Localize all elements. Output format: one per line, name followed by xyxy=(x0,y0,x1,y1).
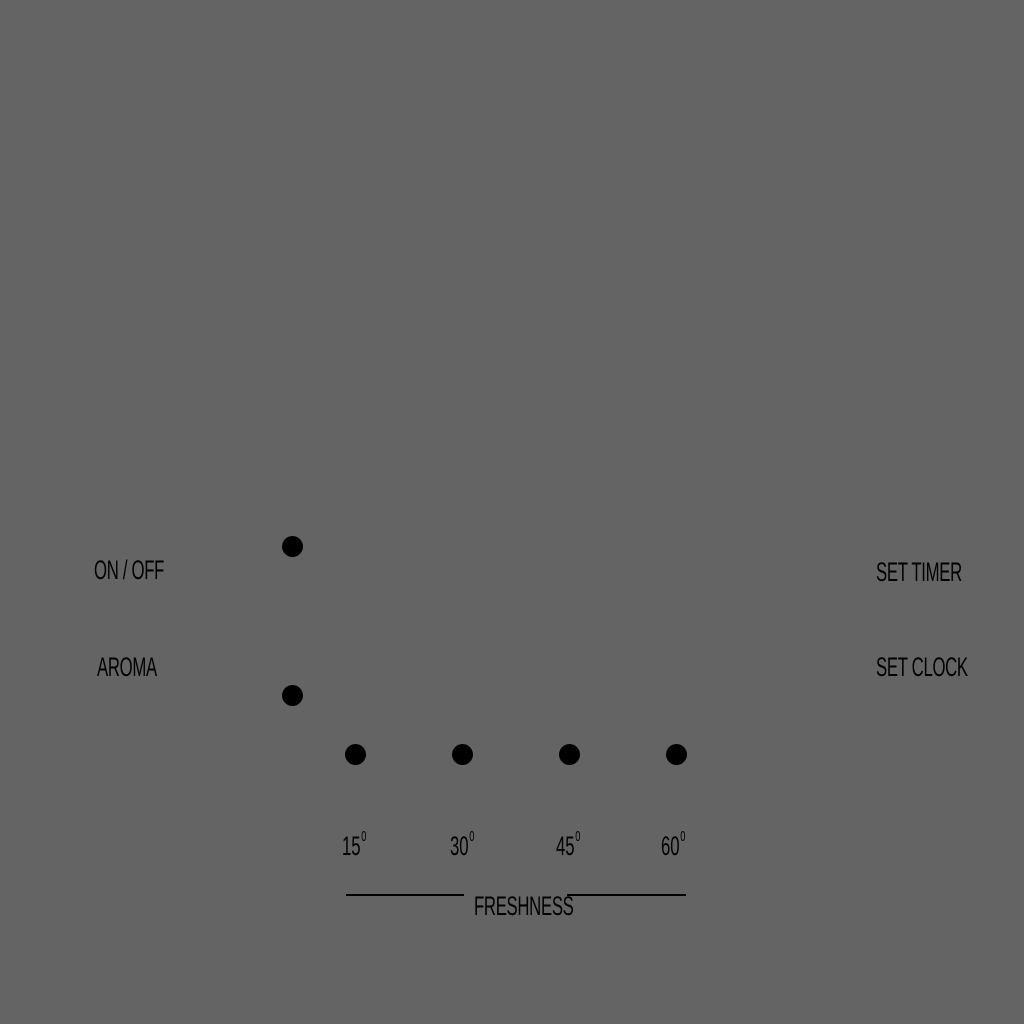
freshness-tick-15: 150 xyxy=(342,829,366,861)
freshness-indicator-45 xyxy=(559,744,580,765)
freshness-tick-unit: 0 xyxy=(361,828,367,845)
freshness-tick-value: 30 xyxy=(450,831,469,861)
freshness-tick-value: 60 xyxy=(661,831,680,861)
set-timer-label[interactable]: SET TIMER xyxy=(876,557,962,587)
freshness-label[interactable]: FRESHNESS xyxy=(474,891,574,921)
aroma-label[interactable]: AROMA xyxy=(97,652,157,682)
freshness-tick-unit: 0 xyxy=(469,828,475,845)
freshness-tick-45: 450 xyxy=(556,829,580,861)
freshness-rule-left xyxy=(346,894,464,896)
freshness-indicator-60 xyxy=(666,744,687,765)
set-clock-label[interactable]: SET CLOCK xyxy=(876,652,968,682)
on-off-label[interactable]: ON / OFF xyxy=(94,555,165,585)
freshness-tick-60: 600 xyxy=(661,829,685,861)
freshness-indicator-30 xyxy=(452,744,473,765)
freshness-rule-right xyxy=(567,894,686,896)
on-off-indicator-light xyxy=(282,536,303,557)
aroma-indicator-light xyxy=(282,685,303,706)
freshness-tick-unit: 0 xyxy=(575,828,581,845)
freshness-tick-unit: 0 xyxy=(680,828,686,845)
freshness-indicator-15 xyxy=(345,744,366,765)
freshness-tick-30: 300 xyxy=(450,829,474,861)
freshness-tick-value: 15 xyxy=(342,831,361,861)
freshness-tick-value: 45 xyxy=(556,831,575,861)
